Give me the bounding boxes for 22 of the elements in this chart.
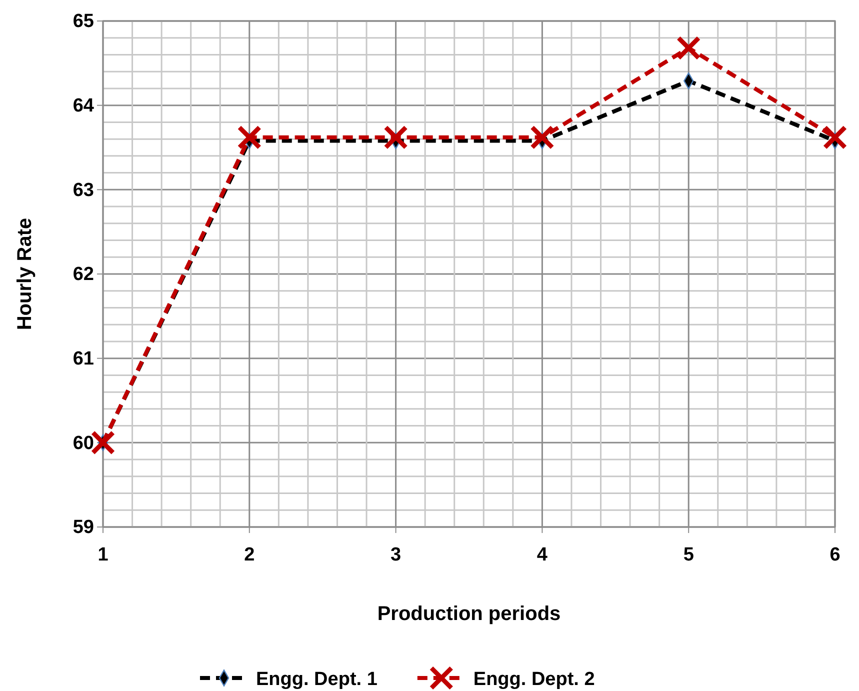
y-tick-label: 62	[72, 264, 94, 286]
legend-label: Engg. Dept. 1	[256, 669, 378, 690]
x-tick-label: 3	[390, 544, 402, 566]
y-tick-label: 63	[72, 180, 94, 201]
point	[530, 125, 554, 150]
legend-label: Engg. Dept. 2	[473, 669, 595, 690]
x-tick-label: 2	[244, 544, 255, 566]
x-axis-title: Production periods	[377, 603, 561, 625]
y-tick-label: 64	[72, 95, 94, 116]
x-tick-label: 5	[683, 544, 694, 566]
point	[237, 125, 262, 150]
y-tick-label: 61	[72, 348, 94, 370]
x-tick-label: 4	[536, 544, 548, 566]
point	[822, 125, 848, 150]
x-tick-label: 1	[98, 544, 109, 566]
y-tick-label: 59	[72, 517, 94, 538]
y-axis-title: Hourly Rate	[14, 218, 36, 330]
point	[384, 125, 408, 150]
point	[676, 36, 701, 60]
x-tick-label: 6	[830, 544, 840, 566]
y-tick-label: 65	[72, 11, 94, 32]
y-tick-label: 60	[72, 432, 94, 454]
